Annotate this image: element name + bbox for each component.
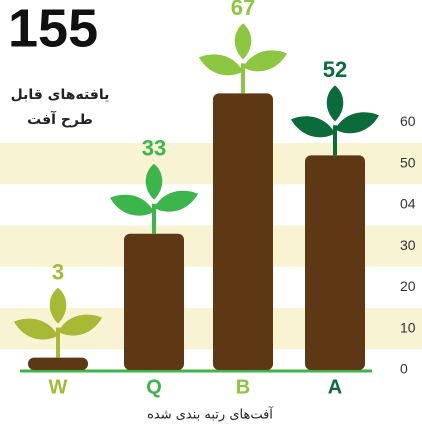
plant-icon xyxy=(110,163,198,234)
plant-leaf xyxy=(326,85,344,122)
y-tick-label: 04 xyxy=(400,196,416,212)
y-tick-label: 0 xyxy=(400,361,408,377)
plant-leaf xyxy=(49,287,67,324)
y-tick-label: 20 xyxy=(400,278,416,294)
y-tick-label: 10 xyxy=(400,319,416,335)
y-tick-label: 60 xyxy=(400,113,416,129)
value-label: 33 xyxy=(142,136,166,161)
plant-leaf xyxy=(58,314,102,336)
bar xyxy=(213,93,273,370)
plant-leaf xyxy=(335,112,379,134)
plant-leaf xyxy=(14,318,58,340)
chart-title: 155 xyxy=(8,0,98,58)
bar xyxy=(305,155,365,370)
x-tick-label: B xyxy=(236,376,250,398)
plant-icon xyxy=(14,287,102,358)
value-label: 52 xyxy=(323,57,347,82)
x-tick-label: Q xyxy=(146,376,162,398)
plant-leaf xyxy=(154,190,198,212)
value-label: 67 xyxy=(231,0,255,20)
subtitle-line: طرح آفت xyxy=(27,110,93,128)
x-tick-label: W xyxy=(49,376,68,398)
plant-leaf xyxy=(110,194,154,216)
value-label: 3 xyxy=(52,259,64,284)
plant-leaf xyxy=(145,163,163,200)
plant-icon xyxy=(199,23,287,94)
plant-leaf xyxy=(243,50,287,72)
y-tick-label: 50 xyxy=(400,154,416,170)
plant-icon xyxy=(291,85,379,156)
bar xyxy=(28,357,88,370)
y-tick-label: 30 xyxy=(400,237,416,253)
x-axis-label: آفت‌های رتبه بندی شده xyxy=(147,406,274,423)
plant-leaf xyxy=(291,116,335,138)
x-tick-label: A xyxy=(328,376,342,398)
plant-leaf xyxy=(234,23,252,60)
plant-leaf xyxy=(199,54,243,76)
subtitle-line: یافته‌های قابل xyxy=(11,87,110,103)
bar xyxy=(124,233,184,370)
